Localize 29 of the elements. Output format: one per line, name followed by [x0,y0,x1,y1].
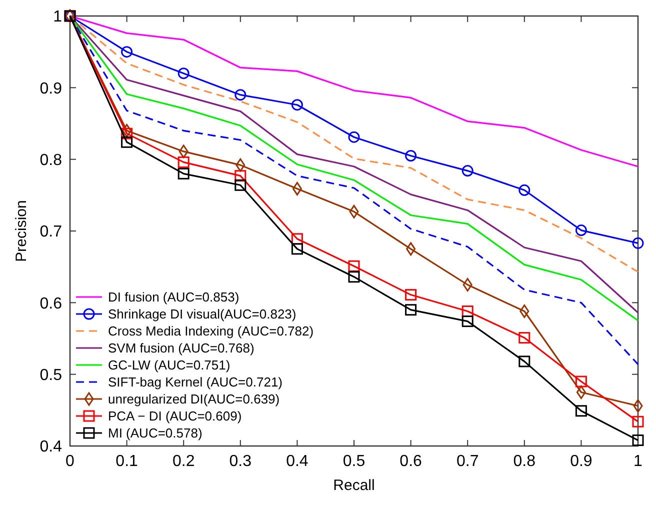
y-tick-label: 0.4 [40,438,62,456]
x-tick-label: 0 [66,453,75,470]
x-tick-label: 0.3 [229,453,252,470]
legend-label: DI fusion (AUC=0.853) [108,290,240,305]
x-tick-label: 0.9 [570,453,592,470]
x-tick-label: 0.6 [400,453,422,470]
legend-label: Shrinkage DI visual(AUC=0.823) [108,306,296,322]
y-axis-title: Precision [13,200,30,262]
x-tick-label: 0.7 [456,453,479,470]
legend-label: MI (AUC=0.578) [108,426,202,441]
x-tick-label: 0.5 [342,453,366,470]
x-tick-label: 0.1 [116,453,138,470]
x-tick-label: 0.4 [286,453,308,470]
x-axis-title: Recall [333,477,375,494]
y-tick-label: 0.7 [40,224,62,241]
legend-label: SIFT-bag Kernel (AUC=0.721) [108,374,282,390]
legend-label: SVM fusion (AUC=0.768) [108,340,254,356]
legend-label: PCA − DI (AUC=0.609) [108,408,242,424]
legend-label: GC-LW (AUC=0.751) [108,358,230,373]
y-tick-label: 0.9 [40,80,62,98]
x-tick-label: 0.2 [172,453,195,470]
legend-label: Cross Media Indexing (AUC=0.782) [108,324,314,339]
y-tick-label: 0.5 [40,366,62,384]
y-tick-label: 0.8 [40,152,62,169]
x-tick-label: 0.8 [513,453,536,470]
y-tick-label: 0.6 [40,295,62,312]
legend-label: unregularized DI(AUC=0.639) [108,392,280,407]
y-tick-label: 1 [53,8,62,26]
x-tick-label: 1 [634,453,643,470]
